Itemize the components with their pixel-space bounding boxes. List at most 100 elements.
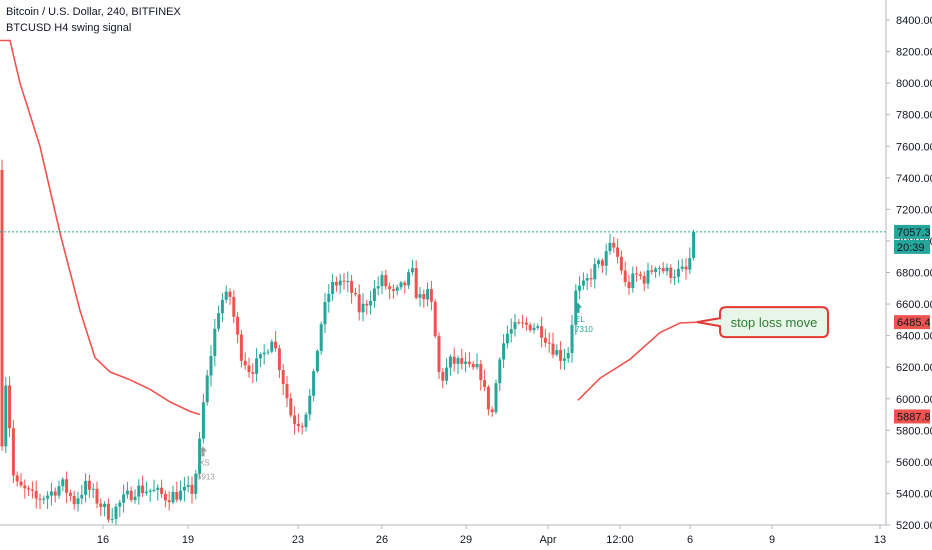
candle-body (213, 328, 217, 357)
candle-body (676, 268, 680, 277)
candle-body (566, 352, 570, 359)
candle-body (635, 273, 639, 275)
candle-body (198, 438, 202, 474)
candle-body (205, 375, 209, 403)
candle-body (251, 372, 255, 374)
swing-signal-line (0, 39, 201, 416)
candle-body (585, 278, 589, 281)
candle-body (581, 280, 585, 286)
short-exit-signal[interactable]: XS 5913 (197, 446, 215, 481)
candle-body (122, 494, 126, 503)
candle-body (11, 428, 15, 476)
price-tick-label: 7400.00 (896, 173, 932, 185)
candle-body (407, 272, 411, 286)
candle-body (509, 329, 513, 334)
candle-body (129, 490, 133, 500)
candle-body (490, 409, 494, 413)
candle-body (304, 414, 308, 428)
candle-body (99, 503, 103, 508)
candle-body (285, 384, 289, 399)
candle-body (669, 267, 673, 278)
candle-body (437, 336, 441, 372)
time-tick-label: 6 (687, 534, 693, 546)
candle-body (631, 273, 635, 288)
price-axis[interactable]: 8400.00 8200.00 8000.00 7800.00 7600.00 7400.… (886, 15, 932, 532)
last-price-label: 7057.3 (897, 227, 931, 239)
callout-text: stop loss move (731, 315, 818, 330)
candle-body (228, 291, 232, 297)
candle-body (57, 486, 61, 496)
time-tick-label: 23 (292, 534, 304, 546)
signal-price: 5913 (197, 472, 215, 481)
candle-body (680, 266, 684, 269)
price-tick-label: 7200.00 (896, 204, 932, 216)
candle-body (372, 288, 376, 302)
time-tick-label: 16 (97, 534, 109, 546)
price-tick-label: 5200.00 (896, 520, 932, 532)
candle-body (467, 361, 471, 365)
candle-body (513, 322, 517, 330)
candle-body (201, 402, 205, 439)
candle-body (293, 415, 297, 424)
candle-body (543, 337, 547, 343)
arrow-up-icon (574, 302, 582, 313)
price-tick-label: 6800.00 (896, 268, 932, 280)
candle-body (391, 289, 395, 291)
candle-body (369, 301, 373, 306)
stop-loss-callout[interactable]: stop loss move (696, 306, 829, 339)
candle-body (84, 480, 88, 495)
candle-body (551, 343, 555, 355)
price-tick-label: 7800.00 (896, 110, 932, 122)
candle-body (338, 280, 342, 286)
candle-body (380, 275, 384, 287)
candle-body (312, 371, 316, 396)
candle-body (365, 303, 369, 306)
callout-box (696, 306, 829, 339)
candle-body (224, 291, 228, 300)
candle-body (118, 502, 122, 507)
candle-body (665, 267, 669, 272)
candle-body (30, 489, 34, 491)
price-tick-label: 7600.00 (896, 141, 932, 153)
price-tick-label: 8200.00 (896, 47, 932, 59)
candle-body (141, 485, 145, 494)
candle-body (448, 356, 452, 368)
time-tick-label: Apr (539, 534, 556, 546)
candle-body (156, 487, 160, 490)
signal-price: 7310 (575, 325, 593, 334)
candle-body (517, 322, 521, 324)
candle-body (445, 367, 449, 381)
candle-body (388, 286, 392, 290)
candle-body (578, 285, 582, 291)
candle-body (175, 491, 179, 500)
candle-body (247, 365, 251, 373)
candle-body (619, 256, 623, 271)
candle-body (559, 349, 563, 361)
candle-body (684, 266, 688, 270)
candle-body (53, 491, 57, 496)
candle-body (623, 270, 627, 283)
candle-body (536, 326, 540, 328)
candle-body (182, 486, 186, 491)
candle-body (597, 260, 601, 265)
candle-body (657, 268, 661, 270)
candle-body (479, 363, 483, 381)
indicator-name: BTCUSD H4 swing signal (6, 22, 132, 34)
candle-body (8, 385, 12, 429)
candle-body (163, 493, 167, 501)
candle-body (148, 490, 152, 492)
candle-body (144, 491, 148, 494)
candle-body (167, 500, 171, 503)
candle-body (433, 301, 437, 337)
long-entry-signal[interactable]: EL 7310 (574, 302, 593, 334)
time-axis[interactable]: 16 19 23 26 29 Apr 12:00 6 9 13 (97, 525, 886, 546)
candle-body (661, 268, 665, 272)
candle-body (49, 491, 53, 496)
candle-body (608, 242, 612, 252)
candle-body (540, 326, 544, 338)
candle-body (604, 251, 608, 266)
candle-body (342, 280, 346, 282)
candle-body (505, 333, 509, 344)
price-tick-label: 5400.00 (896, 488, 932, 500)
